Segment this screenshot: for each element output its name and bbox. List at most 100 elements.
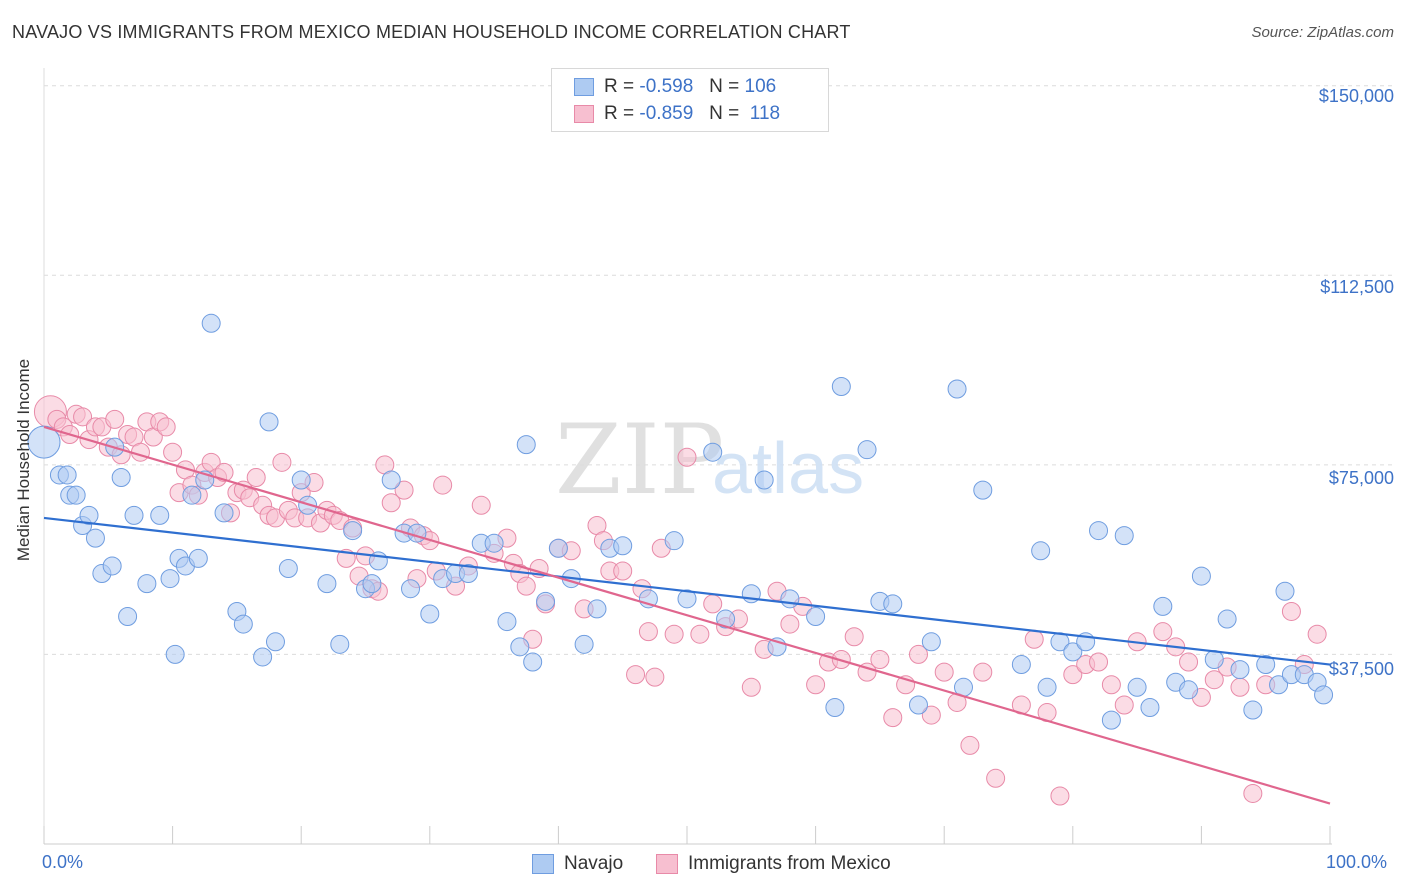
mexico-point <box>883 708 903 728</box>
mexico-point <box>1050 786 1070 806</box>
navajo-point <box>57 465 77 485</box>
navajo-point <box>973 480 993 500</box>
navajo-point <box>677 589 697 609</box>
mexico-point <box>73 407 93 427</box>
navajo-trend-line <box>43 516 1331 666</box>
mexico-swatch <box>574 105 594 123</box>
navajo-point <box>548 538 568 558</box>
navajo-point <box>407 523 427 543</box>
mexico-point <box>645 667 665 687</box>
navajo-point <box>536 591 556 611</box>
n-label: N = <box>709 76 740 97</box>
series-navajo-points <box>27 313 1334 730</box>
mexico-point <box>1153 622 1173 642</box>
legend-item-mexico[interactable]: Immigrants from Mexico <box>656 853 891 875</box>
navajo-point <box>806 607 826 627</box>
navajo-point <box>118 607 138 627</box>
navajo-point <box>298 495 318 515</box>
navajo-point <box>1217 609 1237 629</box>
mexico-point <box>1307 624 1327 644</box>
navajo-point <box>401 579 421 599</box>
stats-row-mexico: R = -0.859 N = 118 <box>574 102 780 126</box>
source-label: Source: ZipAtlas.com <box>1251 24 1394 41</box>
navajo-point <box>1230 660 1250 680</box>
navajo-point <box>1256 655 1276 675</box>
n-label: N = <box>709 103 740 124</box>
navajo-point <box>259 412 279 432</box>
mexico-point <box>381 493 401 513</box>
navajo-point <box>160 569 180 589</box>
navajo-point <box>664 531 684 551</box>
mexico-point <box>960 735 980 755</box>
navajo-point <box>214 503 234 523</box>
navajo-point <box>831 376 851 396</box>
navajo-point <box>1204 649 1224 669</box>
navajo-point <box>1314 685 1334 705</box>
navajo-point <box>716 609 736 629</box>
navajo-point <box>150 505 170 525</box>
mexico-point <box>664 624 684 644</box>
navajo-point <box>516 435 536 455</box>
navajo-point <box>343 521 363 541</box>
mexico-point <box>844 627 864 647</box>
navajo-point <box>613 536 633 556</box>
navajo-point <box>1114 526 1134 546</box>
navajo-point <box>574 634 594 654</box>
mexico-point <box>1063 665 1083 685</box>
mexico-point <box>471 495 491 515</box>
navajo-point <box>1063 642 1083 662</box>
navajo-point <box>182 485 202 505</box>
navajo-point <box>66 485 86 505</box>
navajo-point <box>278 558 298 578</box>
navajo-point <box>1269 675 1289 695</box>
x-tick-label: 100.0% <box>1326 852 1388 872</box>
navajo-point <box>523 652 543 672</box>
navajo-point <box>291 470 311 490</box>
navajo-point <box>587 599 607 619</box>
navajo-point <box>102 556 122 576</box>
mexico-point <box>677 447 697 467</box>
navajo-point <box>908 695 928 715</box>
mexico-point <box>613 561 633 581</box>
mexico-point <box>246 467 266 487</box>
stats-row-navajo: R = -0.598 N = 106 <box>574 75 776 99</box>
navajo-point <box>362 574 382 594</box>
y-axis-label: Median Household Income <box>14 358 33 562</box>
navajo-point <box>1089 521 1109 541</box>
x-axis-ticks <box>43 826 1331 844</box>
legend-label: Navajo <box>564 853 624 874</box>
navajo-point <box>947 379 967 399</box>
mexico-point <box>741 677 761 697</box>
r-label: R = <box>604 76 635 97</box>
r-label: R = <box>604 103 635 124</box>
navajo-point <box>1179 680 1199 700</box>
navajo-point <box>1275 581 1295 601</box>
navajo-point <box>85 528 105 548</box>
mexico-point <box>214 462 234 482</box>
mexico-point <box>934 662 954 682</box>
mexico-point <box>1281 601 1301 621</box>
navajo-point <box>165 644 185 664</box>
mexico-point <box>703 594 723 614</box>
legend-item-navajo[interactable]: Navajo <box>532 853 623 875</box>
n-value: 106 <box>744 76 777 97</box>
y-tick-label: $75,000 <box>1328 468 1394 488</box>
navajo-point <box>1191 566 1211 586</box>
navajo-point <box>124 505 144 525</box>
mexico-point <box>908 644 928 664</box>
mexico-point <box>973 662 993 682</box>
navajo-point <box>137 574 157 594</box>
legend-label: Immigrants from Mexico <box>688 853 891 874</box>
navajo-point <box>825 698 845 718</box>
mexico-point <box>806 675 826 695</box>
navajo-point <box>201 313 221 333</box>
navajo-point <box>458 564 478 584</box>
navajo-point <box>484 533 504 553</box>
mexico-point <box>1101 675 1121 695</box>
navajo-point <box>510 637 530 657</box>
navajo-point <box>330 634 350 654</box>
navajo-point <box>780 589 800 609</box>
mexico-point <box>1179 652 1199 672</box>
r-value: -0.859 <box>639 103 694 124</box>
